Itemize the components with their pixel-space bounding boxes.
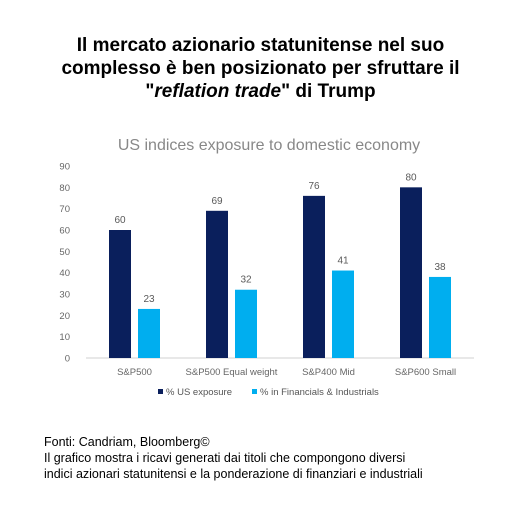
x-axis-ticks: S&P500 S&P500 Equal weight S&P400 Mid S&P60… — [117, 367, 456, 378]
legend-label: % US exposure — [166, 387, 232, 398]
y-tick-label: 70 — [59, 204, 70, 215]
y-tick-label: 0 — [65, 354, 70, 365]
headline: Il mercato azionario statunitense nel su… — [0, 34, 521, 103]
x-tick-label: S&P500 Equal weight — [186, 367, 278, 378]
headline-quote-open: " — [145, 81, 155, 102]
bar-chart: US indices exposure to domestic economy … — [59, 137, 474, 398]
headline-line-3: "reflation trade" di Trump — [0, 80, 521, 103]
bar — [429, 276, 451, 358]
note-line-1: Il grafico mostra i ricavi generati dai … — [44, 451, 406, 465]
legend-swatch — [158, 389, 163, 394]
y-tick-label: 80 — [59, 183, 70, 194]
note-line-2: indici azionari statunitensi e la ponder… — [44, 467, 423, 481]
bar — [400, 187, 422, 358]
data-label: 60 — [114, 215, 126, 226]
chart-title: US indices exposure to domestic economy — [118, 137, 420, 154]
data-label: 69 — [211, 196, 223, 207]
bar — [332, 270, 354, 358]
data-label: 23 — [143, 294, 155, 305]
legend-swatch — [252, 389, 257, 394]
data-label: 76 — [308, 181, 320, 192]
y-tick-label: 20 — [59, 311, 70, 322]
data-label: 80 — [405, 172, 417, 183]
bar — [235, 289, 257, 358]
x-tick-label: S&P400 Mid — [302, 367, 355, 378]
y-tick-label: 10 — [59, 332, 70, 343]
bar — [109, 230, 131, 358]
y-tick-label: 40 — [59, 268, 70, 279]
bar — [206, 210, 228, 358]
data-labels: 60 23 69 32 76 41 80 38 — [114, 172, 446, 305]
x-tick-label: S&P600 Small — [395, 367, 456, 378]
data-label: 41 — [337, 256, 349, 267]
y-tick-label: 60 — [59, 226, 70, 237]
x-tick-label: S&P500 — [117, 367, 152, 378]
bars — [109, 187, 451, 358]
headline-line-3-rest: " di Trump — [281, 81, 376, 102]
bar — [138, 308, 160, 358]
y-tick-label: 90 — [59, 162, 70, 173]
legend-label: % in Financials & Industrials — [260, 387, 379, 398]
headline-emphasis: reflation trade — [154, 81, 282, 102]
headline-line-1: Il mercato azionario statunitense nel su… — [76, 35, 445, 56]
source-text: Fonti: Candriam, Bloomberg© — [44, 435, 210, 449]
bar — [303, 195, 325, 358]
footer: Fonti: Candriam, Bloomberg© Il grafico m… — [44, 434, 514, 482]
data-label: 32 — [240, 275, 252, 286]
legend: % US exposure % in Financials & Industria… — [158, 387, 379, 398]
headline-line-2: complesso è ben posizionato per sfruttar… — [61, 58, 460, 79]
y-tick-label: 30 — [59, 290, 70, 301]
y-axis-ticks: 0 10 20 30 40 50 60 70 80 90 — [59, 162, 70, 365]
data-label: 38 — [434, 262, 446, 273]
y-tick-label: 50 — [59, 247, 70, 258]
